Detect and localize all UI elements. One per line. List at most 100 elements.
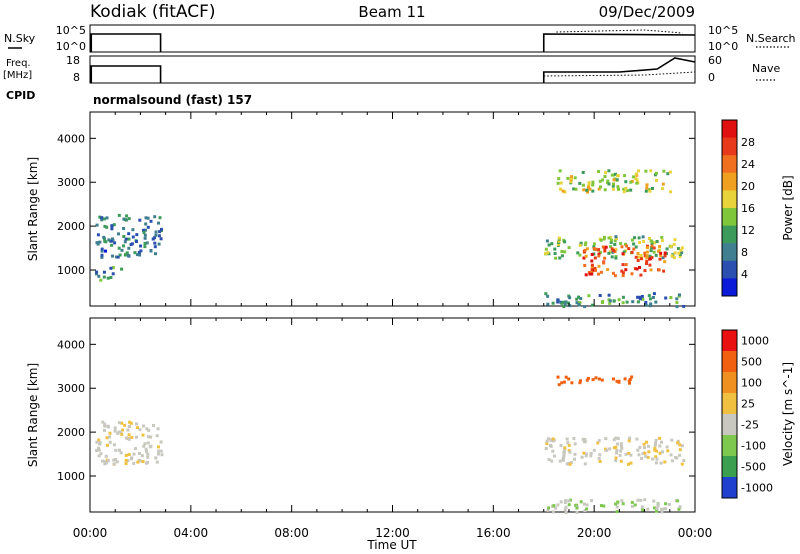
- data-cell: [670, 254, 674, 258]
- data-cell: [559, 444, 563, 448]
- data-cell: [122, 217, 126, 221]
- data-cell: [661, 187, 665, 191]
- colorbar-swatch: [722, 477, 737, 499]
- y-tick-label: 2000: [57, 220, 85, 233]
- data-cell: [624, 263, 628, 267]
- data-cell: [591, 183, 595, 187]
- data-cell: [95, 440, 99, 444]
- data-cell: [633, 503, 637, 507]
- data-cell: [603, 188, 607, 192]
- data-cell: [667, 503, 671, 506]
- data-cell: [609, 240, 613, 244]
- data-cell: [155, 460, 159, 464]
- data-cell: [151, 237, 155, 241]
- data-cell: [592, 245, 596, 249]
- data-cell: [643, 269, 647, 273]
- data-cell: [573, 457, 576, 461]
- data-cell: [551, 510, 555, 514]
- data-cell: [111, 254, 114, 258]
- data-cell: [677, 507, 681, 511]
- colorbar-frame: [721, 329, 738, 499]
- data-cell: [133, 251, 137, 255]
- data-cell: [141, 433, 145, 437]
- data-cell: [663, 460, 667, 464]
- data-cell: [608, 301, 612, 305]
- data-cell: [618, 453, 622, 457]
- data-cell: [582, 451, 586, 455]
- panel-frame: [89, 111, 696, 307]
- data-cell: [585, 503, 589, 507]
- data-cell: [615, 449, 619, 452]
- data-cell: [643, 498, 647, 502]
- data-cell: [627, 379, 631, 383]
- data-cell: [669, 296, 673, 299]
- data-cell: [578, 243, 582, 247]
- data-cell: [644, 300, 648, 304]
- data-cell: [630, 500, 634, 504]
- data-cell: [655, 179, 658, 182]
- data-cell: [130, 456, 134, 460]
- data-cell: [607, 182, 611, 186]
- data-cell: [680, 462, 684, 466]
- data-cell: [634, 255, 638, 259]
- data-cell: [590, 303, 594, 307]
- data-cell: [152, 424, 155, 427]
- data-cell: [597, 254, 601, 258]
- data-cell: [659, 251, 663, 255]
- data-cell: [569, 177, 573, 181]
- data-cell: [105, 436, 109, 440]
- data-cell: [603, 235, 606, 239]
- data-cell: [648, 263, 652, 267]
- nsky-strip: [89, 24, 696, 53]
- data-cell: [122, 227, 126, 230]
- colorbar-swatch: [722, 120, 737, 139]
- y-tick-label: 1000: [57, 470, 85, 483]
- data-cell: [615, 379, 619, 383]
- data-cell: [591, 180, 595, 184]
- data-cell: [669, 190, 673, 194]
- colorbar-tick-label: -1000: [741, 482, 773, 495]
- data-cell: [117, 421, 121, 425]
- data-cell: [127, 237, 131, 241]
- data-cell: [622, 190, 626, 194]
- data-cell: [603, 175, 607, 178]
- data-cell: [682, 459, 686, 462]
- data-cell: [643, 446, 646, 450]
- data-cell: [602, 504, 606, 508]
- data-cell: [117, 232, 120, 236]
- data-cell: [602, 261, 605, 265]
- data-cell: [584, 254, 588, 258]
- data-cell: [651, 187, 654, 190]
- data-cell: [678, 448, 682, 452]
- data-cell: [146, 455, 150, 459]
- data-cell: [105, 461, 108, 465]
- data-cell: [135, 435, 138, 439]
- data-cell: [123, 253, 127, 257]
- data-cell: [597, 456, 601, 460]
- data-cell: [587, 294, 591, 298]
- data-cell: [598, 453, 602, 457]
- data-cell: [145, 241, 149, 245]
- data-cell: [563, 446, 567, 450]
- data-cell: [620, 269, 624, 273]
- data-cell: [565, 462, 569, 466]
- data-cell: [639, 253, 643, 257]
- data-cell: [564, 511, 568, 514]
- data-cell: [680, 444, 684, 448]
- data-cell: [544, 247, 548, 251]
- data-cell: [120, 432, 124, 436]
- data-cell: [590, 272, 594, 276]
- data-cell: [617, 187, 620, 191]
- data-cell: [123, 240, 127, 244]
- nsky-label: N.Sky: [4, 32, 36, 45]
- data-cell: [675, 305, 679, 309]
- data-cell: [556, 181, 560, 185]
- data-cell: [620, 245, 624, 249]
- y-tick-label: 4000: [57, 338, 85, 351]
- data-cell: [640, 457, 644, 460]
- data-cell: [662, 169, 666, 173]
- data-cell: [611, 187, 615, 191]
- data-cell: [115, 255, 118, 259]
- data-cell: [612, 248, 615, 252]
- data-cell: [611, 184, 615, 188]
